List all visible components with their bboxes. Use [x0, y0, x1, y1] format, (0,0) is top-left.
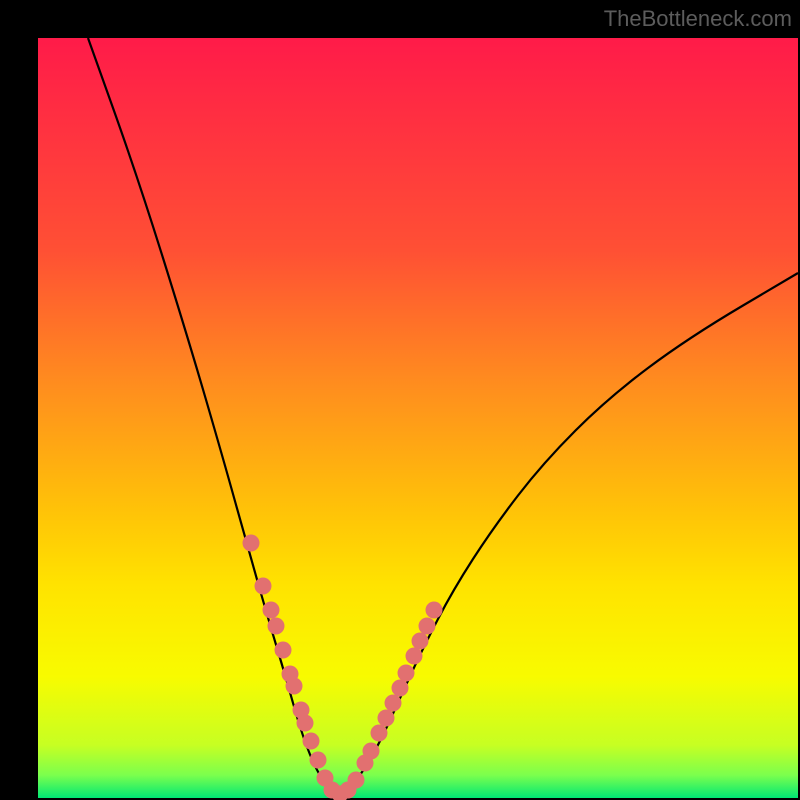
data-marker: [392, 680, 409, 697]
data-marker: [310, 752, 327, 769]
data-marker: [268, 618, 285, 635]
data-marker: [243, 535, 260, 552]
data-marker: [263, 602, 280, 619]
data-marker: [426, 602, 443, 619]
data-marker: [348, 772, 365, 789]
curve-right: [338, 273, 798, 796]
data-marker: [385, 695, 402, 712]
data-marker: [255, 578, 272, 595]
data-marker: [398, 665, 415, 682]
data-marker: [378, 710, 395, 727]
data-marker: [303, 733, 320, 750]
data-marker: [286, 678, 303, 695]
data-marker: [297, 715, 314, 732]
watermark-text: TheBottleneck.com: [604, 6, 792, 32]
marker-group: [243, 535, 443, 800]
data-marker: [419, 618, 436, 635]
data-marker: [412, 633, 429, 650]
data-marker: [363, 743, 380, 760]
data-marker: [406, 648, 423, 665]
data-marker: [371, 725, 388, 742]
data-marker: [275, 642, 292, 659]
bottleneck-curve-chart: [0, 0, 800, 800]
